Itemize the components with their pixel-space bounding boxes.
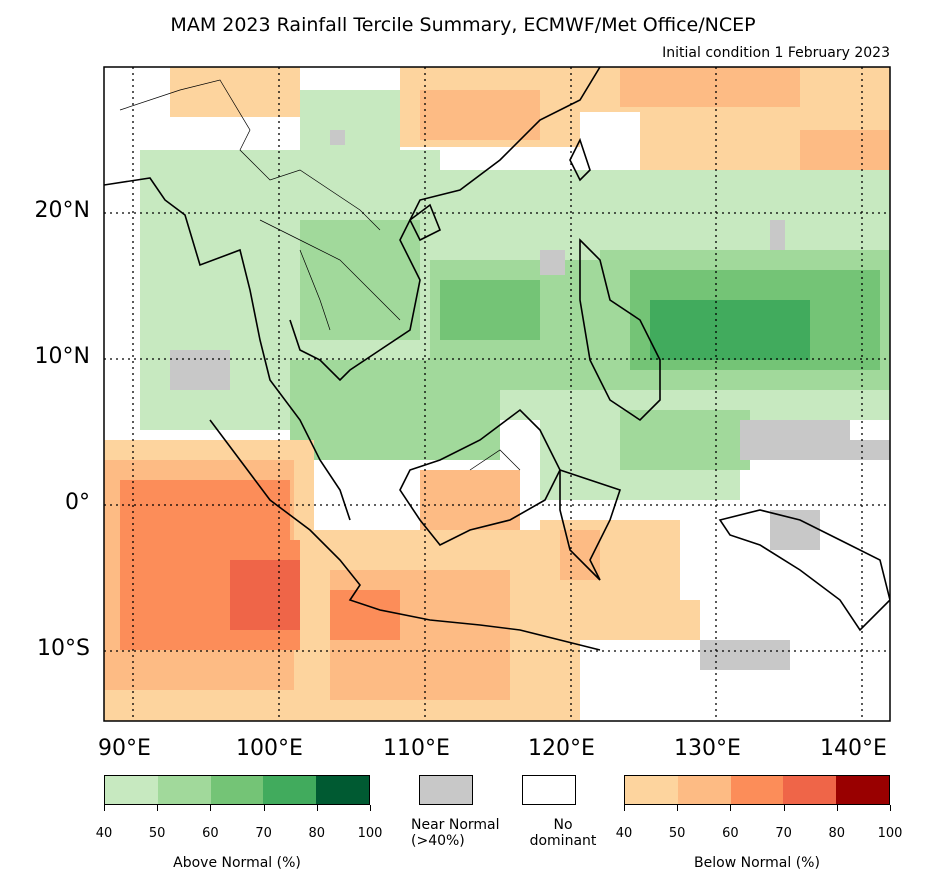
near-normal-caption: Near Normal (>40%) [411, 817, 500, 849]
lon-label-90e: 90°E [98, 736, 151, 761]
no-dominant-caption: No dominant [529, 817, 597, 849]
no-dominant-swatch [522, 775, 576, 805]
above-normal-segment [210, 776, 264, 804]
above-normal-colorbar [104, 775, 370, 805]
below-normal-tick-label: 60 [722, 826, 739, 841]
below-normal-segment [625, 776, 678, 804]
above-normal-tick-mark [263, 805, 265, 811]
below-normal-tick-label: 80 [828, 826, 846, 841]
borders [119, 79, 521, 471]
above-normal-tick-mark [104, 805, 105, 811]
no-dominant-color [523, 776, 575, 804]
lon-label-130e: 130°E [674, 736, 741, 761]
below-normal-segment [677, 776, 731, 804]
above-normal-tick-mark [210, 805, 212, 811]
above-normal-caption: Above Normal (%) [173, 855, 301, 871]
below-normal-tick-label: 70 [775, 826, 792, 841]
above-normal-tick-label: 80 [308, 826, 326, 841]
below-normal-tick-mark [783, 805, 785, 811]
below-normal-caption: Below Normal (%) [694, 855, 820, 871]
above-normal-tick-label: 40 [95, 826, 113, 841]
below-normal-segment [730, 776, 784, 804]
above-normal-tick-label: 60 [202, 826, 219, 841]
below-normal-tick-mark [624, 805, 625, 811]
above-normal-tick-mark [316, 805, 318, 811]
graticule [104, 67, 890, 721]
above-normal-segment [263, 776, 317, 804]
below-normal-tick-mark [677, 805, 679, 811]
lon-label-120e: 120°E [528, 736, 595, 761]
map-subtitle: Initial condition 1 February 2023 [662, 45, 890, 61]
coastlines [104, 67, 890, 651]
below-normal-tick-label: 50 [668, 826, 686, 841]
lon-label-140e: 140°E [820, 736, 887, 761]
lat-label-10s: 10°S [37, 636, 90, 661]
above-normal-tick-label: 100 [357, 826, 383, 841]
lon-label-100e: 100°E [236, 736, 303, 761]
below-normal-segment [783, 776, 837, 804]
above-normal-tick-mark [370, 805, 371, 811]
above-normal-segment [105, 776, 158, 804]
above-normal-segment [157, 776, 211, 804]
lat-label-10n: 10°N [34, 344, 90, 369]
below-normal-tick-mark [836, 805, 838, 811]
above-normal-segment [316, 776, 369, 804]
lat-label-20n: 20°N [34, 198, 90, 223]
tercile-field [104, 67, 890, 721]
above-normal-tick-label: 50 [148, 826, 166, 841]
near-normal-swatch [419, 775, 473, 805]
lon-label-110e: 110°E [383, 736, 450, 761]
above-normal-tick-mark [157, 805, 159, 811]
lat-label-0: 0° [65, 490, 90, 515]
below-normal-tick-label: 40 [615, 826, 633, 841]
map-frame [103, 66, 891, 722]
above-normal-tick-label: 70 [255, 826, 272, 841]
below-normal-colorbar [624, 775, 890, 805]
below-normal-segment [836, 776, 889, 804]
below-normal-tick-mark [730, 805, 732, 811]
near-normal-color [420, 776, 472, 804]
below-normal-tick-mark [890, 805, 891, 811]
map-title: MAM 2023 Rainfall Tercile Summary, ECMWF… [170, 14, 756, 36]
below-normal-tick-label: 100 [877, 826, 903, 841]
